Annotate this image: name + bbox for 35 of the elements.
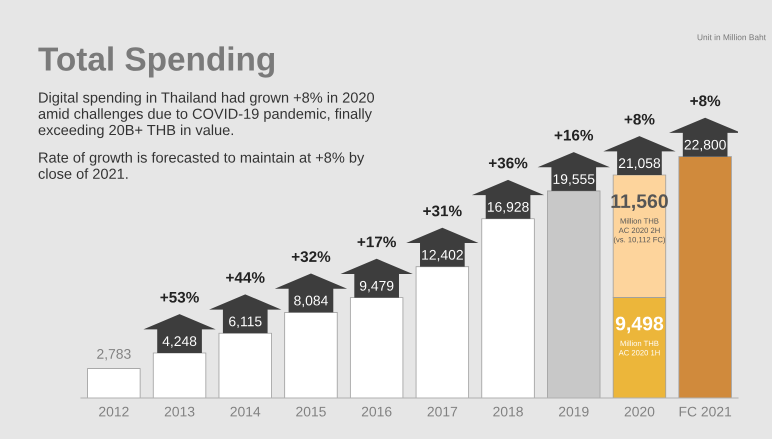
text: Unit in Million Baht [698,34,766,40]
bar [87,368,141,398]
x-tick-label: 2016 [362,406,392,417]
x-tick-label: 2012 [99,406,129,417]
text: +8% [624,114,655,125]
x-tick-label: 2014 [230,406,260,417]
x-tick-label: 2020 [624,406,654,417]
x-tick-label: 2018 [493,406,523,417]
total-label: 19,555 [554,174,594,186]
total-label: 22,800 [684,140,726,152]
annotation: Rate of growth is forecasted to maintain at +8% by close of 2021. [38,152,364,179]
annotation: +32% [292,251,330,262]
x-tick-label: 2017 [428,406,458,417]
total-label: 12,402 [422,250,463,262]
total-label: 6,115 [229,316,262,328]
total-label: 2,783 [97,349,131,360]
total-label: 9,479 [360,280,394,292]
total-label: 8,084 [294,296,328,308]
total-label: 4,248 [162,336,196,348]
text: Digital spending in Thailand had grown +8% in 2020 amid challenges due to COVID-19 pandemic, finally exceeding 20B+ THB in value. [38,92,374,138]
x-tick-label: 2019 [559,406,589,417]
annotation: +31% [423,206,462,216]
annotation: +17% [358,236,396,248]
total-label: 21,058 [618,158,660,170]
annotation: +36% [488,158,528,168]
text: +8% [690,95,720,106]
x-tick-label: FC 2021 [680,406,732,417]
x-tick-label: 2013 [164,406,194,417]
annotation: +53% [160,292,199,303]
total-label: 16,928 [488,202,529,214]
data-label: 9,498 [616,316,664,334]
text: +16% [554,130,594,141]
annotation: +44% [226,272,265,283]
chart-title: Total Spending [38,46,274,78]
x-tick-label: 2015 [296,406,326,417]
